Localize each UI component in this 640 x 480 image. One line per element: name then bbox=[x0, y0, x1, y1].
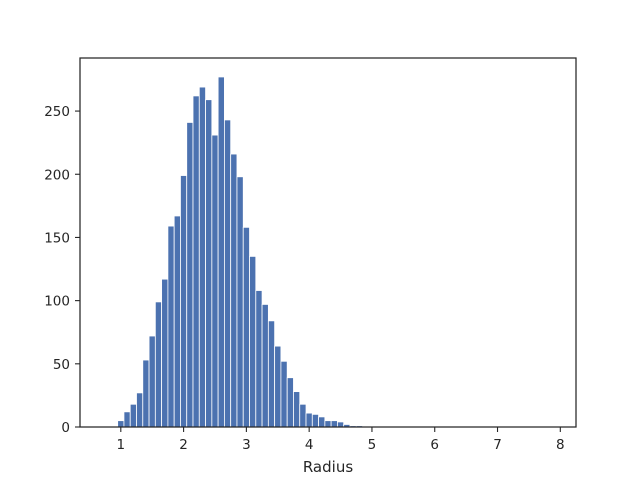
histogram-bar bbox=[280, 360, 288, 428]
histogram-bar bbox=[230, 153, 238, 428]
histogram-bar bbox=[236, 176, 244, 428]
histogram-bar bbox=[293, 391, 301, 428]
histogram-bar bbox=[123, 411, 131, 428]
histogram-bar bbox=[318, 416, 326, 428]
histogram-bar bbox=[299, 403, 307, 428]
histogram-bar bbox=[198, 86, 206, 428]
histogram-bar bbox=[154, 301, 163, 428]
histogram-bar bbox=[161, 278, 169, 428]
histogram-bar bbox=[274, 345, 282, 428]
x-tick-label: 7 bbox=[493, 437, 502, 453]
histogram-bar bbox=[211, 134, 219, 428]
y-tick-label: 250 bbox=[44, 104, 70, 120]
plot-frame bbox=[79, 57, 577, 428]
histogram-bar bbox=[337, 421, 345, 428]
histogram-bar bbox=[267, 320, 276, 428]
histogram-bar bbox=[249, 256, 257, 428]
y-tick-label: 0 bbox=[61, 420, 70, 436]
x-axis-ticks: 1 2 3 4 5 6 7 8 bbox=[117, 427, 565, 453]
histogram-bar bbox=[117, 420, 125, 428]
histogram-bars bbox=[117, 76, 363, 428]
y-tick-label: 50 bbox=[53, 357, 70, 373]
histogram-bar bbox=[129, 403, 137, 428]
y-tick-label: 150 bbox=[44, 230, 70, 246]
histogram-bar bbox=[167, 225, 175, 428]
y-axis-ticks: 0 50 100 150 200 250 bbox=[44, 104, 80, 436]
x-tick-label: 4 bbox=[305, 437, 314, 453]
x-tick-label: 3 bbox=[242, 437, 251, 453]
histogram-bar bbox=[224, 119, 232, 428]
x-tick-label: 5 bbox=[368, 437, 377, 453]
histogram-bar bbox=[192, 95, 200, 428]
histogram-bar bbox=[255, 290, 263, 428]
y-tick-label: 100 bbox=[44, 294, 70, 310]
histogram-bar bbox=[136, 392, 144, 428]
histogram-bar bbox=[180, 175, 188, 428]
y-tick-label: 200 bbox=[44, 167, 70, 183]
histogram-bar bbox=[242, 226, 250, 428]
histogram-bar bbox=[217, 76, 225, 428]
histogram-bar bbox=[142, 359, 150, 428]
histogram-bar bbox=[261, 304, 269, 428]
x-tick-label: 8 bbox=[556, 437, 565, 453]
histogram-bar bbox=[330, 420, 338, 428]
x-tick-label: 2 bbox=[179, 437, 188, 453]
histogram-bar bbox=[286, 377, 294, 428]
histogram-bar bbox=[305, 412, 313, 428]
x-axis-label: Radius bbox=[303, 458, 353, 476]
histogram-bar bbox=[186, 122, 194, 428]
histogram-bar bbox=[311, 413, 319, 428]
histogram-bar bbox=[324, 420, 332, 428]
histogram-bar bbox=[173, 215, 181, 428]
histogram-bar bbox=[148, 335, 156, 428]
x-tick-label: 1 bbox=[117, 437, 126, 453]
x-tick-label: 6 bbox=[430, 437, 439, 453]
histogram-bar bbox=[205, 99, 213, 428]
